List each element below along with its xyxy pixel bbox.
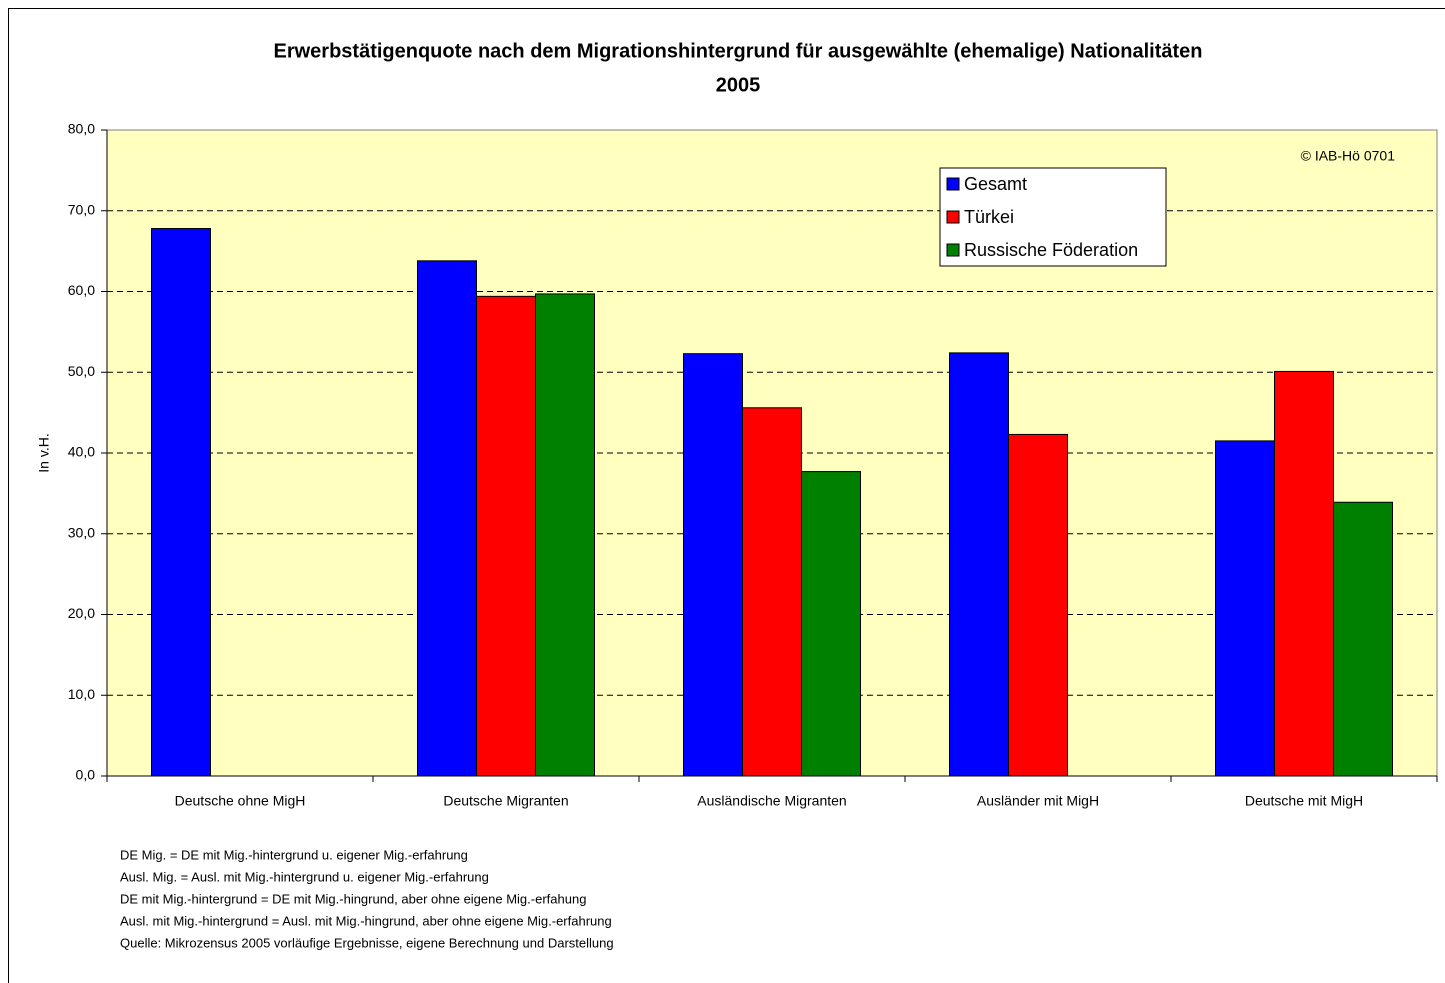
bar — [1333, 501, 1393, 777]
annotation: © IAB-Hö 0701 — [1301, 148, 1396, 164]
x-tick-label: Ausländer mit MigH — [977, 793, 1099, 809]
bar — [1008, 433, 1068, 777]
y-tick-label: 20,0 — [68, 605, 95, 621]
footnote: DE Mig. = DE mit Mig.-hintergrund u. eig… — [120, 847, 468, 862]
legend-swatch — [946, 177, 960, 191]
bar — [1274, 370, 1334, 777]
bar — [476, 295, 536, 777]
footnote: Ausl. Mig. = Ausl. mit Mig.-hintergrund … — [120, 869, 489, 884]
y-tick-label: 70,0 — [68, 201, 95, 217]
footnote: Quelle: Mikrozensus 2005 vorläufige Erge… — [120, 935, 614, 950]
x-tick-label: Deutsche ohne MigH — [175, 793, 306, 809]
y-tick-label: 10,0 — [68, 686, 95, 702]
y-tick-label: 60,0 — [68, 282, 95, 298]
y-tick-label: 50,0 — [68, 363, 95, 379]
y-tick-label: 30,0 — [68, 524, 95, 540]
y-tick-label: 40,0 — [68, 444, 95, 460]
bar — [535, 293, 595, 777]
y-tick-label: 80,0 — [68, 121, 95, 137]
bar — [151, 228, 211, 777]
bar — [1215, 440, 1275, 777]
bar — [742, 407, 802, 777]
footnote: DE mit Mig.-hintergrund = DE mit Mig.-hi… — [120, 891, 586, 906]
chart-title: Erwerbstätigenquote nach dem Migrationsh… — [273, 40, 1202, 62]
chart-subtitle: 2005 — [716, 74, 761, 96]
bar — [417, 260, 477, 777]
footnote: Ausl. mit Mig.-hintergrund = Ausl. mit M… — [120, 913, 612, 928]
legend-label: Gesamt — [964, 174, 1027, 194]
bar — [949, 352, 1009, 777]
bar — [801, 471, 861, 777]
bar — [683, 353, 743, 777]
legend-swatch — [946, 210, 960, 224]
legend-label: Türkei — [964, 207, 1014, 227]
y-tick-label: 0,0 — [76, 767, 96, 783]
legend-box — [939, 167, 1167, 267]
legend-swatch — [946, 243, 960, 257]
x-tick-label: Ausländische Migranten — [697, 793, 846, 809]
x-tick-label: Deutsche Migranten — [443, 793, 568, 809]
legend-label: Russische Föderation — [964, 240, 1138, 260]
y-axis-label: In v.H. — [36, 433, 52, 472]
x-tick-label: Deutsche mit MigH — [1245, 793, 1363, 809]
